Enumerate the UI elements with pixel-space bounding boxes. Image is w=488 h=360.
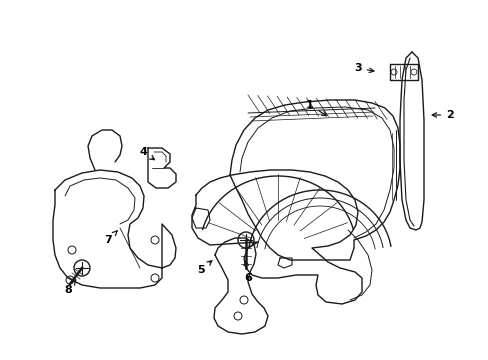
Text: 4: 4 xyxy=(139,147,154,160)
Text: 5: 5 xyxy=(197,261,211,275)
Text: 6: 6 xyxy=(244,261,251,283)
Text: 8: 8 xyxy=(64,280,76,295)
Text: 2: 2 xyxy=(431,110,453,120)
Text: 1: 1 xyxy=(305,100,326,116)
Text: 3: 3 xyxy=(353,63,373,73)
Text: 7: 7 xyxy=(104,231,117,245)
